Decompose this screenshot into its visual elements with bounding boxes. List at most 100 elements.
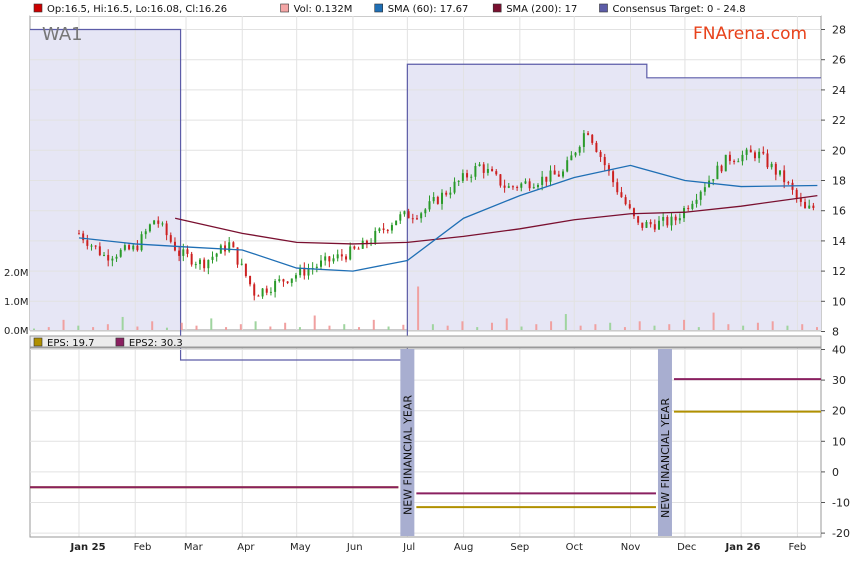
volume-bar: [609, 322, 612, 330]
price-candle-body: [612, 171, 615, 183]
x-axis-tick-label: Oct: [566, 542, 583, 553]
price-candle-body: [482, 164, 485, 173]
price-candle-body: [236, 247, 239, 265]
eps-axis-tick-label: 20: [832, 405, 846, 418]
legend-swatch: [599, 3, 608, 13]
price-candle-body: [169, 235, 172, 242]
price-candle-body: [240, 263, 243, 265]
legend-swatch: [374, 3, 384, 13]
x-axis-tick-label: Apr: [237, 542, 255, 553]
price-candle-body: [165, 223, 168, 236]
price-candle-body: [674, 216, 677, 221]
volume-bar: [697, 327, 700, 330]
eps-axis-tick-label: 10: [832, 435, 846, 448]
volume-bar: [801, 324, 804, 330]
price-candle-body: [103, 254, 106, 256]
volume-bar: [328, 325, 331, 330]
price-axis-tick-label: 24: [832, 84, 846, 97]
volume-bar: [668, 324, 671, 330]
price-candle-body: [557, 174, 560, 177]
legend-label: Vol: 0.132M: [294, 4, 353, 15]
price-candle-body: [128, 245, 131, 250]
price-candle-body: [745, 149, 748, 155]
price-candle-body: [758, 151, 761, 159]
price-axis-tick-label: 26: [832, 54, 846, 67]
price-candle-body: [345, 256, 348, 260]
eps-axis-tick-label: 30: [832, 374, 846, 387]
price-candle-body: [207, 259, 210, 269]
price-candle-body: [94, 245, 97, 247]
price-candle-body: [282, 279, 285, 282]
price-candle-body: [249, 276, 252, 285]
price-candle-body: [578, 146, 581, 153]
x-axis-tick-label: Feb: [134, 542, 152, 553]
volume-bar: [594, 324, 597, 330]
price-candle-body: [741, 154, 744, 162]
price-candle-body: [553, 170, 556, 175]
volume-bar: [816, 327, 818, 330]
financial-year-band: [400, 349, 415, 536]
volume-bar: [683, 319, 686, 330]
price-candle-body: [190, 253, 193, 265]
price-candle-body: [645, 221, 648, 228]
consensus-target-area: [30, 29, 821, 330]
price-candle-body: [532, 187, 535, 189]
price-axis-tick-label: 20: [832, 144, 846, 157]
volume-bar: [402, 324, 405, 330]
volume-bar: [92, 327, 95, 330]
price-candle-body: [695, 199, 698, 204]
price-candle-body: [511, 186, 514, 188]
x-axis-tick-label: Sep: [510, 542, 529, 553]
ticker-label: WA1: [42, 24, 83, 45]
volume-bar: [239, 324, 242, 330]
price-candle-body: [211, 256, 214, 260]
price-candle-body: [215, 253, 218, 257]
x-axis-tick-label: May: [290, 542, 311, 553]
price-candle-body: [795, 189, 798, 198]
price-axis-tick-label: 18: [832, 175, 846, 188]
price-candle-body: [762, 151, 765, 154]
financial-year-label: NEW FINANCIAL YEAR: [659, 398, 672, 518]
price-candle-body: [374, 230, 377, 243]
price-candle-body: [637, 216, 640, 223]
legend-swatch: [33, 3, 43, 13]
volume-bar: [490, 322, 493, 330]
price-candle-body: [148, 224, 151, 232]
price-candle-body: [662, 216, 665, 221]
price-candle-body: [198, 259, 201, 265]
price-candle-body: [574, 152, 577, 156]
price-legend-bar: [30, 0, 821, 16]
price-candle-body: [541, 176, 544, 185]
price-candle-body: [278, 279, 281, 282]
price-candle-body: [445, 192, 448, 195]
price-candle-body: [441, 192, 444, 204]
price-candle-body: [470, 176, 473, 178]
eps-legend-bar: [29, 335, 822, 349]
price-candle-body: [691, 203, 694, 209]
x-axis-tick-label: Jun: [346, 542, 363, 553]
price-candle-body: [670, 216, 673, 226]
price-candle-body: [712, 179, 715, 181]
volume-bar: [638, 321, 641, 330]
volume-bar: [742, 325, 745, 330]
price-candle-body: [253, 284, 256, 296]
price-candle-body: [395, 220, 398, 226]
x-axis-tick-label: Aug: [454, 542, 474, 553]
price-candle-body: [520, 183, 523, 188]
consensus-target-line: [30, 28, 821, 361]
price-candle-body: [436, 197, 439, 204]
price-candle-body: [299, 267, 302, 276]
volume-bar: [461, 321, 464, 330]
price-candle-body: [628, 204, 631, 209]
volume-bar: [564, 314, 567, 330]
price-candle-body: [119, 249, 122, 257]
volume-bar: [771, 321, 774, 330]
volume-bar: [77, 325, 80, 330]
legend-swatch: [115, 337, 125, 347]
price-candle-body: [595, 142, 598, 152]
price-candle-body: [632, 208, 635, 217]
price-candle-body: [269, 291, 272, 293]
price-candle-body: [153, 220, 156, 225]
x-axis-tick-label: Mar: [184, 542, 204, 553]
price-axis-tick-label: 8: [832, 326, 839, 339]
